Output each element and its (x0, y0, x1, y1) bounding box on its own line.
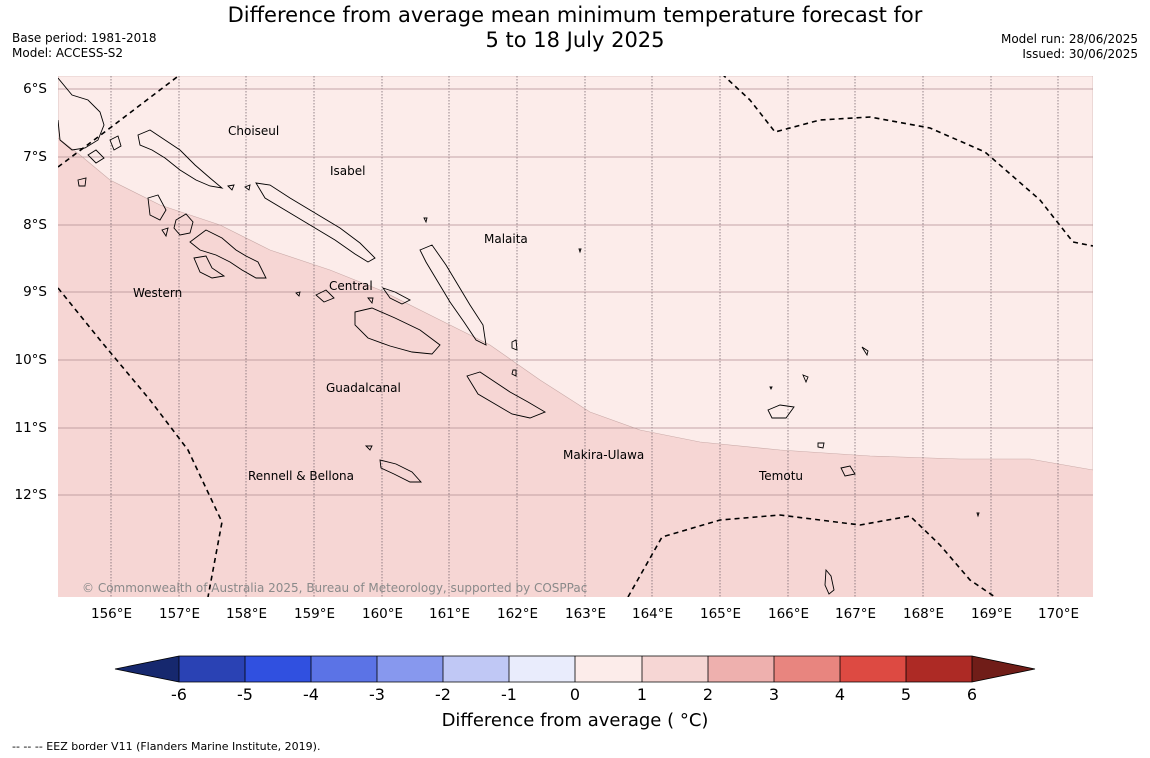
lon-label-166e: 166°E (768, 606, 810, 622)
rennell-outline (379, 459, 423, 483)
model-run-text: Model run: 28/06/2025 (1000, 32, 1138, 46)
colorbar-tick-label: 2 (702, 685, 714, 704)
lon-label-158e: 158°E (226, 606, 268, 622)
colorbar-tick-label: -6 (171, 685, 187, 704)
colorbar-tick-label: 5 (900, 685, 912, 704)
colorbar-tick-label: -4 (303, 685, 319, 704)
lon-label-170e: 170°E (1038, 606, 1080, 622)
colorbar-segment (179, 656, 245, 682)
isabel-outline (255, 182, 376, 263)
colorbar-segment (377, 656, 443, 682)
new-georgia-outline (189, 229, 267, 279)
eez-borders (58, 76, 1093, 597)
colorbar-tick-label: 4 (834, 685, 846, 704)
colorbar-tick-label: -3 (369, 685, 385, 704)
region-label-central: Central (329, 279, 373, 293)
eez-legend-footer: -- -- -- EEZ border V11 (Flanders Marine… (12, 740, 321, 753)
lat-label-8s: 8°S (23, 217, 47, 233)
lon-label-164e: 164°E (632, 606, 674, 622)
colorbar-extend-low (115, 656, 179, 682)
lat-label-7s: 7°S (23, 149, 47, 165)
colorbar-segment (906, 656, 972, 682)
metadata-right: Model run: 28/06/2025 Issued: 30/06/2025 (1001, 32, 1138, 62)
guadalcanal-outline (354, 307, 441, 355)
bougainville-outline (58, 77, 105, 151)
colorbar-segment (774, 656, 840, 682)
region-label-makira-ulawa: Makira-Ulawa (563, 448, 645, 462)
base-period-text: Base period: 1981-2018 (12, 31, 157, 45)
colorbar-extend-high (972, 656, 1035, 682)
metadata-left: Base period: 1981-2018 Model: ACCESS-S2 (12, 31, 157, 61)
colorbar-segment (575, 656, 642, 682)
lon-label-167e: 167°E (835, 606, 877, 622)
colorbar-tick-label: 6 (966, 685, 978, 704)
choiseul-outline (137, 129, 224, 189)
region-label-temotu: Temotu (759, 469, 804, 483)
colorbar-segment (509, 656, 575, 682)
lat-label-9s: 9°S (23, 284, 47, 300)
lon-label-159e: 159°E (294, 606, 336, 622)
lat-label-6s: 6°S (23, 81, 47, 97)
model-text: Model: ACCESS-S2 (12, 46, 124, 60)
region-label-choiseul: Choiseul (228, 124, 280, 138)
lon-label-161e: 161°E (429, 606, 471, 622)
central-islands-outline (315, 289, 335, 303)
colorbar-tick-label: -5 (237, 685, 253, 704)
santa-cruz-outline (767, 404, 795, 419)
colorbar-segment (642, 656, 708, 682)
region-label-guadalcanal: Guadalcanal (326, 381, 401, 395)
colorbar-title: Difference from average ( °C) (441, 710, 709, 731)
lon-label-160e: 160°E (362, 606, 404, 622)
lat-label-12s: 12°S (14, 487, 48, 503)
colorbar-tick-label: -2 (435, 685, 451, 704)
lon-label-168e: 168°E (903, 606, 945, 622)
lon-label-157e: 157°E (159, 606, 201, 622)
title-line-1: Difference from average mean minimum tem… (227, 3, 923, 27)
region-label-rennell-bellona: Rennell & Bellona (248, 469, 355, 483)
colorbar-segment (443, 656, 509, 682)
lon-label-162e: 162°E (497, 606, 539, 622)
parallel-lines (58, 88, 1093, 496)
colorbar-tick-label: 3 (768, 685, 780, 704)
issued-text: Issued: 30/06/2025 (1022, 47, 1138, 61)
colorbar-segment (245, 656, 311, 682)
region-label-isabel: Isabel (330, 164, 366, 178)
lon-label-165e: 165°E (700, 606, 742, 622)
makira-outline (466, 371, 547, 419)
copyright-text: © Commonwealth of Australia 2025, Bureau… (82, 581, 588, 595)
lat-label-10s: 10°S (14, 352, 48, 368)
colorbar-tick-label: 1 (636, 685, 648, 704)
chart-title: Difference from average mean minimum tem… (0, 3, 1150, 53)
anomaly-0-to-1-area (58, 76, 1093, 471)
title-line-2: 5 to 18 July 2025 (485, 28, 665, 52)
colorbar-segment (840, 656, 906, 682)
lat-label-11s: 11°S (14, 420, 48, 436)
lon-label-156e: 156°E (91, 606, 133, 622)
region-label-western: Western (133, 286, 183, 300)
lon-label-169e: 169°E (971, 606, 1013, 622)
colorbar-segment (708, 656, 774, 682)
colorbar-tick-label: -1 (501, 685, 517, 704)
malaita-outline (419, 244, 487, 346)
lon-label-163e: 163°E (565, 606, 607, 622)
colorbar-tick-label: 0 (569, 685, 581, 704)
region-label-malaita: Malaita (484, 232, 528, 246)
colorbar (114, 655, 1036, 683)
land-outlines (58, 77, 980, 595)
colorbar-segment (311, 656, 377, 682)
